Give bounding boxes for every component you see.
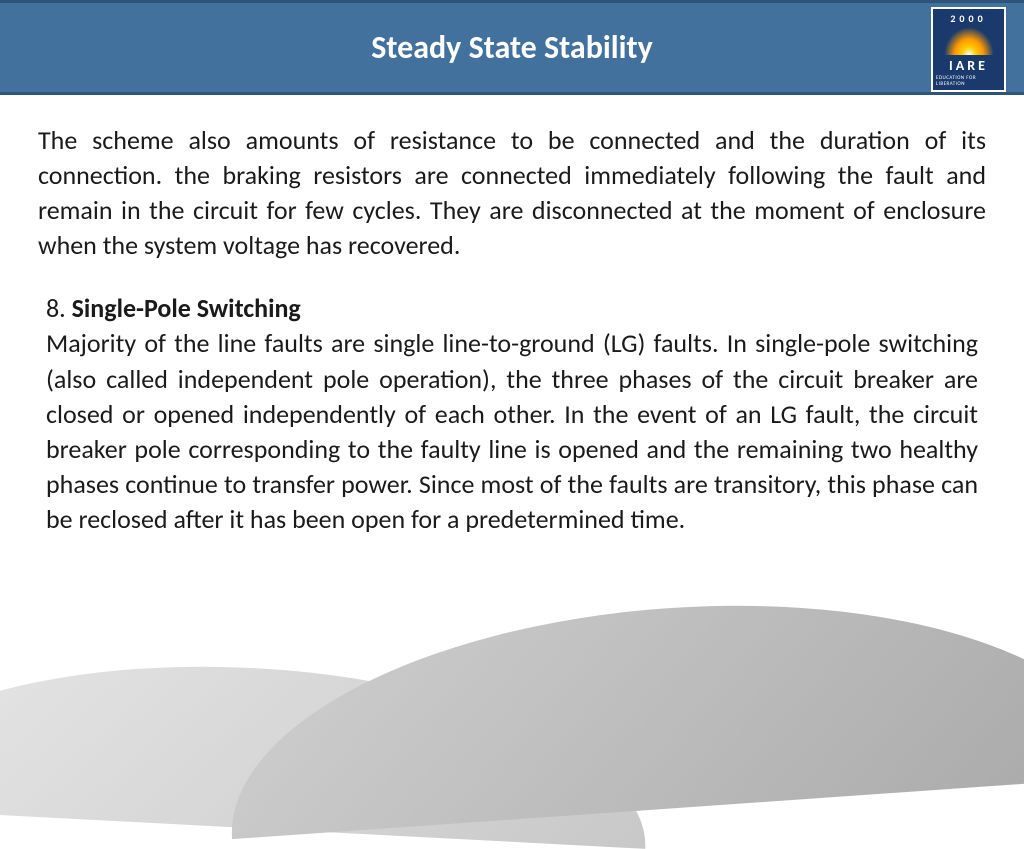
logo-year: 2000 [950,12,986,25]
decorative-wave [0,588,1024,768]
paragraph-intro: The scheme also amounts of resistance to… [38,123,986,263]
wave-layer-front [218,577,1024,839]
section-number: 8. [46,292,72,324]
logo-motto: EDUCATION FOR LIBERATION [936,75,1001,87]
section-title: Single-Pole Switching [72,292,301,324]
paragraph-section: 8. Single-Pole Switching Majority of the… [38,291,986,537]
logo-name: IARE [949,57,988,74]
logo-sun-icon [944,27,994,55]
section-body: Majority of the line faults are single l… [46,327,978,534]
slide-title: Steady State Stability [371,28,652,67]
slide-header: Steady State Stability 2000 IARE EDUCATI… [0,0,1024,95]
slide-content: The scheme also amounts of resistance to… [0,95,1024,537]
institution-logo: 2000 IARE EDUCATION FOR LIBERATION [931,7,1006,92]
